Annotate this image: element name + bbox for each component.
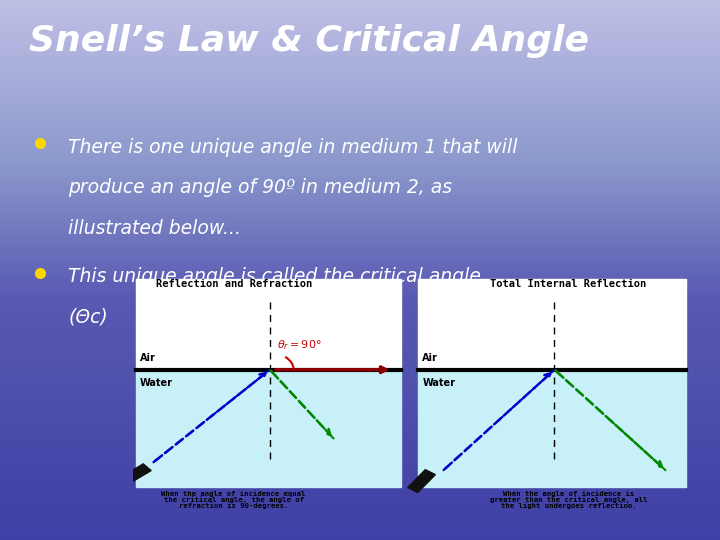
Text: This unique angle is called the critical angle: This unique angle is called the critical…	[68, 267, 481, 286]
Bar	[136, 279, 401, 370]
Text: greater than the critical angle, all: greater than the critical angle, all	[490, 496, 647, 503]
Text: (Θc): (Θc)	[68, 308, 108, 327]
Text: refraction is 90-degrees.: refraction is 90-degrees.	[179, 502, 288, 509]
Text: the critical angle, the angle of: the critical angle, the angle of	[163, 496, 304, 503]
Bar	[418, 279, 685, 370]
Bar	[408, 470, 436, 492]
Text: When the angle of incidence is: When the angle of incidence is	[503, 490, 634, 497]
Text: When the angle of incidence equal: When the angle of incidence equal	[161, 490, 306, 497]
Bar	[120, 464, 151, 484]
Text: Water: Water	[140, 379, 173, 388]
Text: Total Internal Reflection: Total Internal Reflection	[490, 279, 647, 289]
Text: illustrated below...: illustrated below...	[68, 219, 241, 238]
Text: the light undergoes reflection.: the light undergoes reflection.	[500, 502, 636, 509]
Text: Snell’s Law & Critical Angle: Snell’s Law & Critical Angle	[29, 24, 589, 58]
Text: There is one unique angle in medium 1 that will: There is one unique angle in medium 1 th…	[68, 138, 518, 157]
Text: Air: Air	[140, 353, 156, 363]
Text: Reflection and Refraction: Reflection and Refraction	[156, 279, 312, 289]
Text: $\theta_r = 90°$: $\theta_r = 90°$	[276, 338, 321, 352]
Bar	[136, 370, 401, 487]
Bar	[418, 370, 685, 487]
Text: Air: Air	[422, 353, 438, 363]
Text: Water: Water	[422, 379, 455, 388]
Text: produce an angle of 90º in medium 2, as: produce an angle of 90º in medium 2, as	[68, 178, 452, 197]
